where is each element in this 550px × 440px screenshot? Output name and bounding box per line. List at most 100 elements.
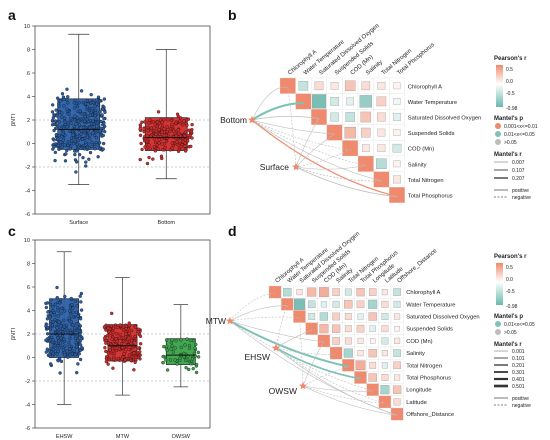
data-point [182, 119, 186, 123]
data-point [127, 336, 131, 340]
data-point [73, 336, 77, 341]
data-point [53, 302, 57, 307]
data-point [103, 336, 107, 340]
heatmap-cell [357, 350, 364, 357]
data-point [122, 352, 126, 356]
data-point [91, 100, 95, 105]
data-point [127, 331, 131, 336]
data-points [50, 87, 107, 174]
data-point [51, 308, 55, 313]
data-point [170, 146, 174, 150]
data-point [77, 123, 82, 127]
data-point [112, 351, 116, 356]
data-point [44, 338, 48, 342]
data-point [93, 113, 97, 118]
data-point [156, 147, 160, 151]
heatmap-cell [361, 81, 371, 91]
data-point [73, 139, 77, 144]
heatmap-cell [296, 289, 303, 296]
heatmap-cell [332, 312, 340, 321]
data-point [75, 344, 79, 349]
data-point [65, 323, 69, 328]
heatmap-diagonal-cell [329, 346, 343, 360]
data-point [78, 332, 82, 337]
data-point [80, 137, 85, 141]
data-point [165, 368, 170, 372]
data-point [75, 104, 80, 109]
data-point [59, 306, 64, 311]
data-point [186, 117, 191, 121]
correlation-heatmap: Chlorophyll A Water Temperature Saturated … [268, 231, 480, 421]
data-point [73, 152, 77, 157]
row-label: Total Nitrogen [408, 178, 444, 184]
data-point [90, 140, 94, 145]
data-point [65, 328, 70, 333]
correlation-heatmap: Chlorophyll A Water Temperature Saturated … [279, 23, 481, 203]
data-point [77, 326, 81, 330]
heatmap-cell [381, 374, 389, 381]
mantel-link [302, 341, 325, 387]
data-point [101, 147, 105, 151]
data-point [79, 89, 84, 93]
mantel-link [302, 385, 373, 392]
mantel-r-title: Mantel's r [494, 152, 522, 158]
data-point [84, 140, 88, 145]
data-point [71, 323, 75, 327]
mantel-link [275, 347, 398, 416]
mantel-heatmap-panel-b: Chlorophyll A Water Temperature Saturated … [220, 23, 538, 203]
data-point [73, 352, 77, 357]
data-point [62, 116, 67, 120]
heatmap-cell [370, 338, 376, 344]
data-point [88, 113, 93, 117]
data-point [57, 120, 61, 124]
colorbar-tick: 0.0 [506, 79, 513, 85]
heatmap-cell [377, 81, 386, 90]
heatmap-cell [330, 97, 339, 106]
data-point [66, 355, 70, 359]
data-point [53, 313, 57, 317]
data-point [103, 110, 107, 114]
heatmap-cell [319, 287, 329, 297]
mantel-p-swatch [495, 321, 501, 327]
data-point [85, 99, 90, 103]
heatmap-cell [307, 287, 317, 297]
heatmap-cell [361, 144, 370, 153]
heatmap-cell [332, 288, 340, 296]
data-point [183, 343, 187, 347]
data-point [163, 146, 167, 150]
y-tick-label: -4 [25, 189, 30, 195]
data-point [63, 159, 68, 163]
data-point [185, 337, 189, 341]
data-point [132, 368, 136, 372]
heatmap-cell [393, 300, 401, 308]
data-point [53, 119, 58, 123]
data-point [185, 123, 189, 127]
data-point [51, 351, 55, 356]
data-point [138, 133, 143, 137]
heatmap-diagonal-cell [268, 285, 282, 299]
data-point [84, 160, 88, 164]
data-point [71, 133, 75, 137]
data-point [61, 132, 65, 136]
data-point [130, 338, 134, 343]
data-point [106, 326, 110, 330]
data-point [180, 123, 185, 127]
data-point [106, 351, 111, 355]
data-point [178, 119, 182, 123]
column-label: Offshore_Distance [397, 248, 439, 285]
data-point [124, 327, 128, 331]
data-point [171, 350, 176, 354]
heatmap-cell [376, 96, 387, 107]
data-point [103, 129, 107, 134]
heatmap-cell [361, 127, 371, 138]
data-point [190, 357, 195, 361]
y-tick-label: 4 [27, 309, 30, 315]
data-point [160, 120, 164, 124]
mantel-r-item: 0.101 [512, 356, 525, 362]
data-point [53, 150, 58, 155]
heatmap-cell [359, 95, 372, 108]
heatmap-cell [377, 112, 386, 122]
x-tick-label: MTW [116, 434, 130, 440]
data-point [94, 117, 98, 121]
data-point [56, 305, 60, 310]
